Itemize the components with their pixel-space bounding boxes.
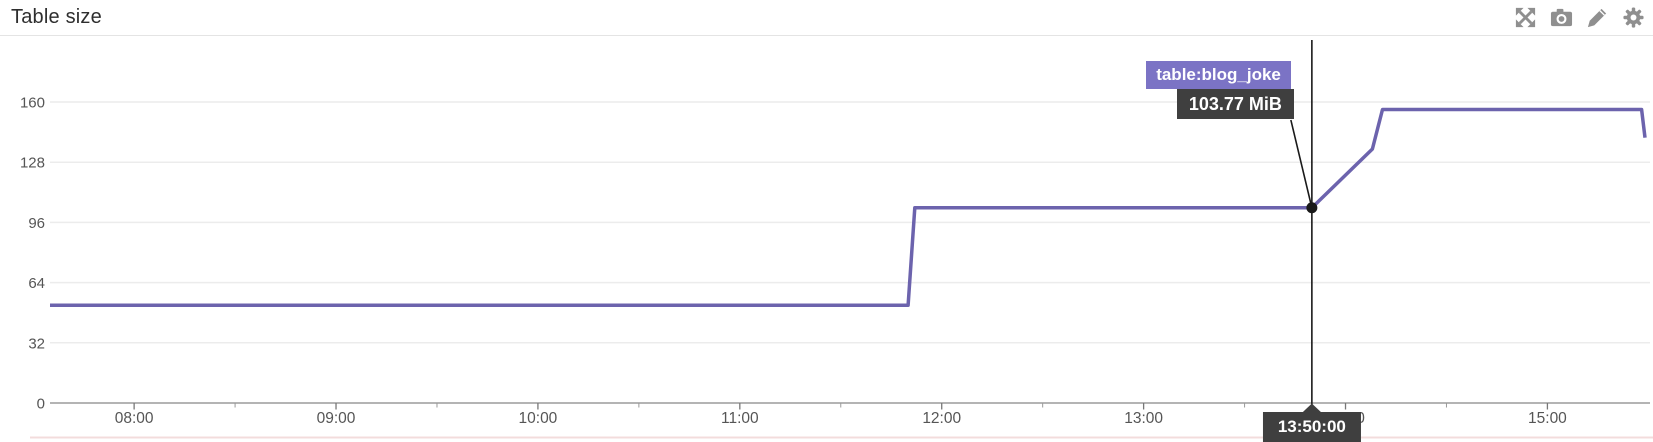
gear-icon[interactable]	[1622, 6, 1645, 29]
crosshair-time-label: 13:50:00	[1262, 412, 1361, 442]
camera-icon[interactable]	[1550, 6, 1573, 29]
svg-text:11:00: 11:00	[721, 410, 759, 427]
svg-text:64: 64	[28, 275, 45, 292]
svg-text:0: 0	[37, 396, 45, 413]
svg-text:15:00: 15:00	[1528, 410, 1567, 427]
svg-text:09:00: 09:00	[317, 410, 356, 427]
svg-text:08:00: 08:00	[115, 410, 154, 427]
svg-text:96: 96	[28, 215, 45, 232]
svg-text:10:00: 10:00	[519, 410, 558, 427]
tooltip-value-label: 103.77 MiB	[1176, 89, 1294, 119]
svg-text:13:00: 13:00	[1124, 410, 1163, 427]
pencil-icon[interactable]	[1586, 6, 1609, 29]
move-icon[interactable]	[1514, 6, 1537, 29]
svg-text:160: 160	[20, 95, 45, 112]
panel-toolbar	[1514, 6, 1645, 29]
panel-header: Table size	[0, 0, 1653, 36]
tooltip-series-label: table:blog_joke	[1146, 61, 1291, 89]
chart-title: Table size	[11, 6, 102, 28]
svg-text:128: 128	[20, 155, 45, 172]
svg-text:12:00: 12:00	[922, 410, 961, 427]
svg-text:32: 32	[28, 335, 45, 352]
